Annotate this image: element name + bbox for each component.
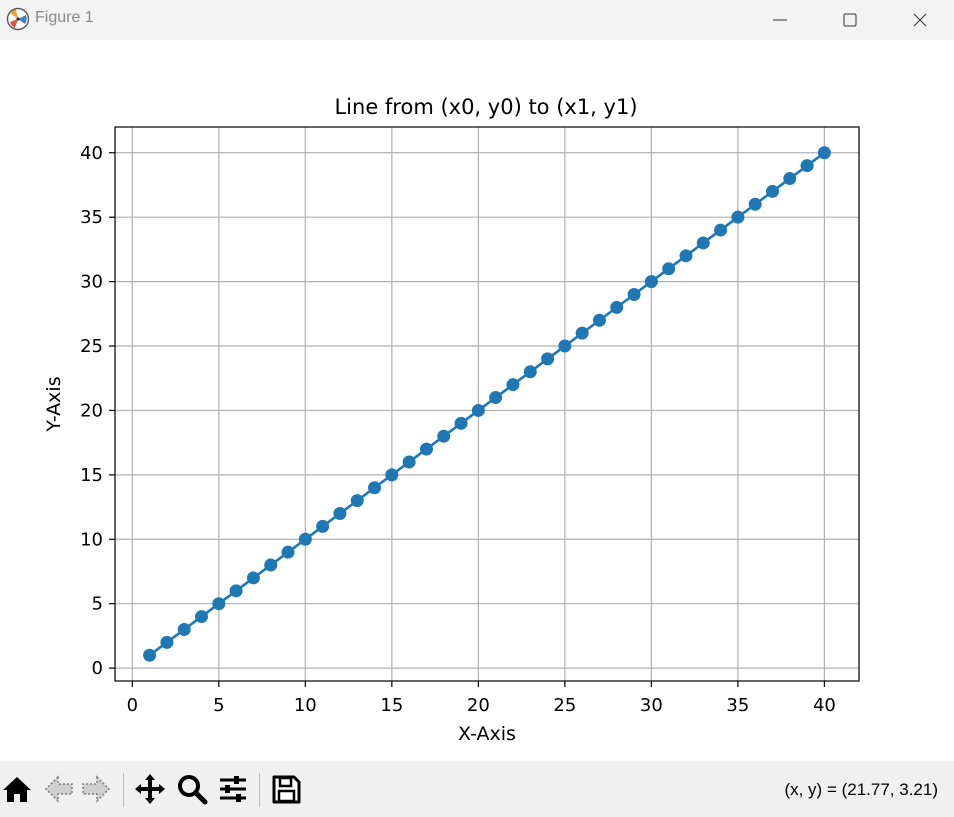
window-title: Figure 1 (35, 9, 94, 26)
data-point (229, 584, 243, 598)
zoom-icon (178, 775, 208, 805)
x-tick-label: 25 (553, 695, 576, 716)
chart-title: Line from (x0, y0) to (x1, y1) (334, 95, 637, 119)
maximize-button[interactable] (815, 0, 885, 40)
axis-ticks: 0 5 10 15 20 25 30 35 40 0 5 10 15 20 25 30 35 40 (80, 143, 836, 716)
matplotlib-icon (6, 7, 30, 31)
data-point (454, 416, 468, 430)
data-point (627, 287, 641, 301)
x-tick-label: 15 (380, 695, 403, 716)
title-bar: Figure 1 (0, 0, 954, 40)
home-icon (3, 777, 31, 802)
data-point (714, 223, 728, 237)
y-tick-label: 40 (80, 143, 103, 164)
data-point (506, 378, 520, 392)
data-point (541, 352, 555, 366)
y-tick-label: 0 (92, 658, 103, 679)
axes-frame (114, 126, 860, 682)
navigation-toolbar: (x, y) = (21.77, 3.21) (0, 761, 954, 817)
y-tick-label: 5 (92, 594, 103, 615)
x-tick-label: 35 (726, 695, 749, 716)
data-point (610, 300, 624, 314)
y-tick-label: 35 (80, 207, 103, 228)
save-button[interactable] (269, 771, 303, 807)
pan-button[interactable] (133, 771, 167, 807)
x-tick-label: 5 (213, 695, 224, 716)
save-icon (272, 775, 301, 804)
data-point (696, 236, 710, 250)
x-axis-label: X-Axis (458, 723, 516, 745)
data-point (212, 597, 226, 611)
y-axis-label: Y-Axis (43, 376, 65, 432)
series-line (148, 151, 826, 657)
zoom-button[interactable] (175, 771, 209, 807)
x-tick-label: 30 (640, 695, 663, 716)
data-point (298, 532, 312, 546)
data-point (783, 172, 797, 186)
data-point (316, 519, 330, 533)
data-point (333, 507, 347, 521)
close-icon (913, 13, 927, 27)
data-point (419, 442, 433, 456)
pan-icon (135, 774, 165, 804)
data-point (195, 610, 209, 624)
data-point (644, 275, 658, 289)
y-tick-label: 15 (80, 465, 103, 486)
forward-button[interactable] (79, 771, 113, 807)
back-button[interactable] (42, 771, 76, 807)
y-tick-label: 25 (80, 336, 103, 357)
data-point (368, 481, 382, 495)
maximize-icon (843, 13, 857, 27)
x-tick-label: 0 (127, 695, 138, 716)
data-point (350, 494, 364, 508)
data-point (765, 184, 779, 198)
data-point (489, 391, 503, 405)
home-button[interactable] (0, 771, 34, 807)
data-point (731, 210, 745, 224)
y-tick-label: 30 (80, 272, 103, 293)
minimize-icon (773, 19, 787, 21)
close-button[interactable] (885, 0, 954, 40)
data-point (177, 622, 191, 636)
data-point (679, 249, 693, 263)
data-point (523, 365, 537, 379)
data-point (264, 558, 278, 572)
data-point (437, 429, 451, 443)
data-point (160, 635, 174, 649)
cursor-coordinates: (x, y) = (21.77, 3.21) (784, 780, 938, 799)
data-point (471, 403, 485, 417)
data-point (575, 326, 589, 340)
data-point (592, 313, 606, 327)
minimize-button[interactable] (745, 0, 815, 40)
configure-subplots-button[interactable] (216, 771, 250, 807)
y-tick-label: 10 (80, 529, 103, 550)
data-point (281, 545, 295, 559)
toolbar-separator (259, 773, 260, 807)
forward-arrow-icon (82, 775, 111, 803)
y-tick-label: 20 (80, 400, 103, 421)
toolbar-separator (123, 773, 124, 807)
data-point (558, 339, 572, 353)
figure-canvas[interactable]: Line from (x0, y0) to (x1, y1) 0 5 10 15 20 2… (0, 40, 954, 761)
configure-subplots-icon (220, 776, 246, 802)
data-series (143, 146, 831, 662)
data-point (748, 197, 762, 211)
data-point (385, 468, 399, 482)
data-point (800, 159, 814, 173)
x-tick-label: 20 (467, 695, 490, 716)
data-point (817, 146, 831, 160)
data-point (143, 648, 157, 662)
line-chart: Line from (x0, y0) to (x1, y1) 0 5 10 15 20 2… (43, 95, 860, 745)
back-arrow-icon (44, 775, 73, 803)
x-tick-label: 40 (813, 695, 836, 716)
data-point (246, 571, 260, 585)
data-point (402, 455, 416, 469)
x-tick-label: 10 (294, 695, 317, 716)
data-point (662, 262, 676, 276)
